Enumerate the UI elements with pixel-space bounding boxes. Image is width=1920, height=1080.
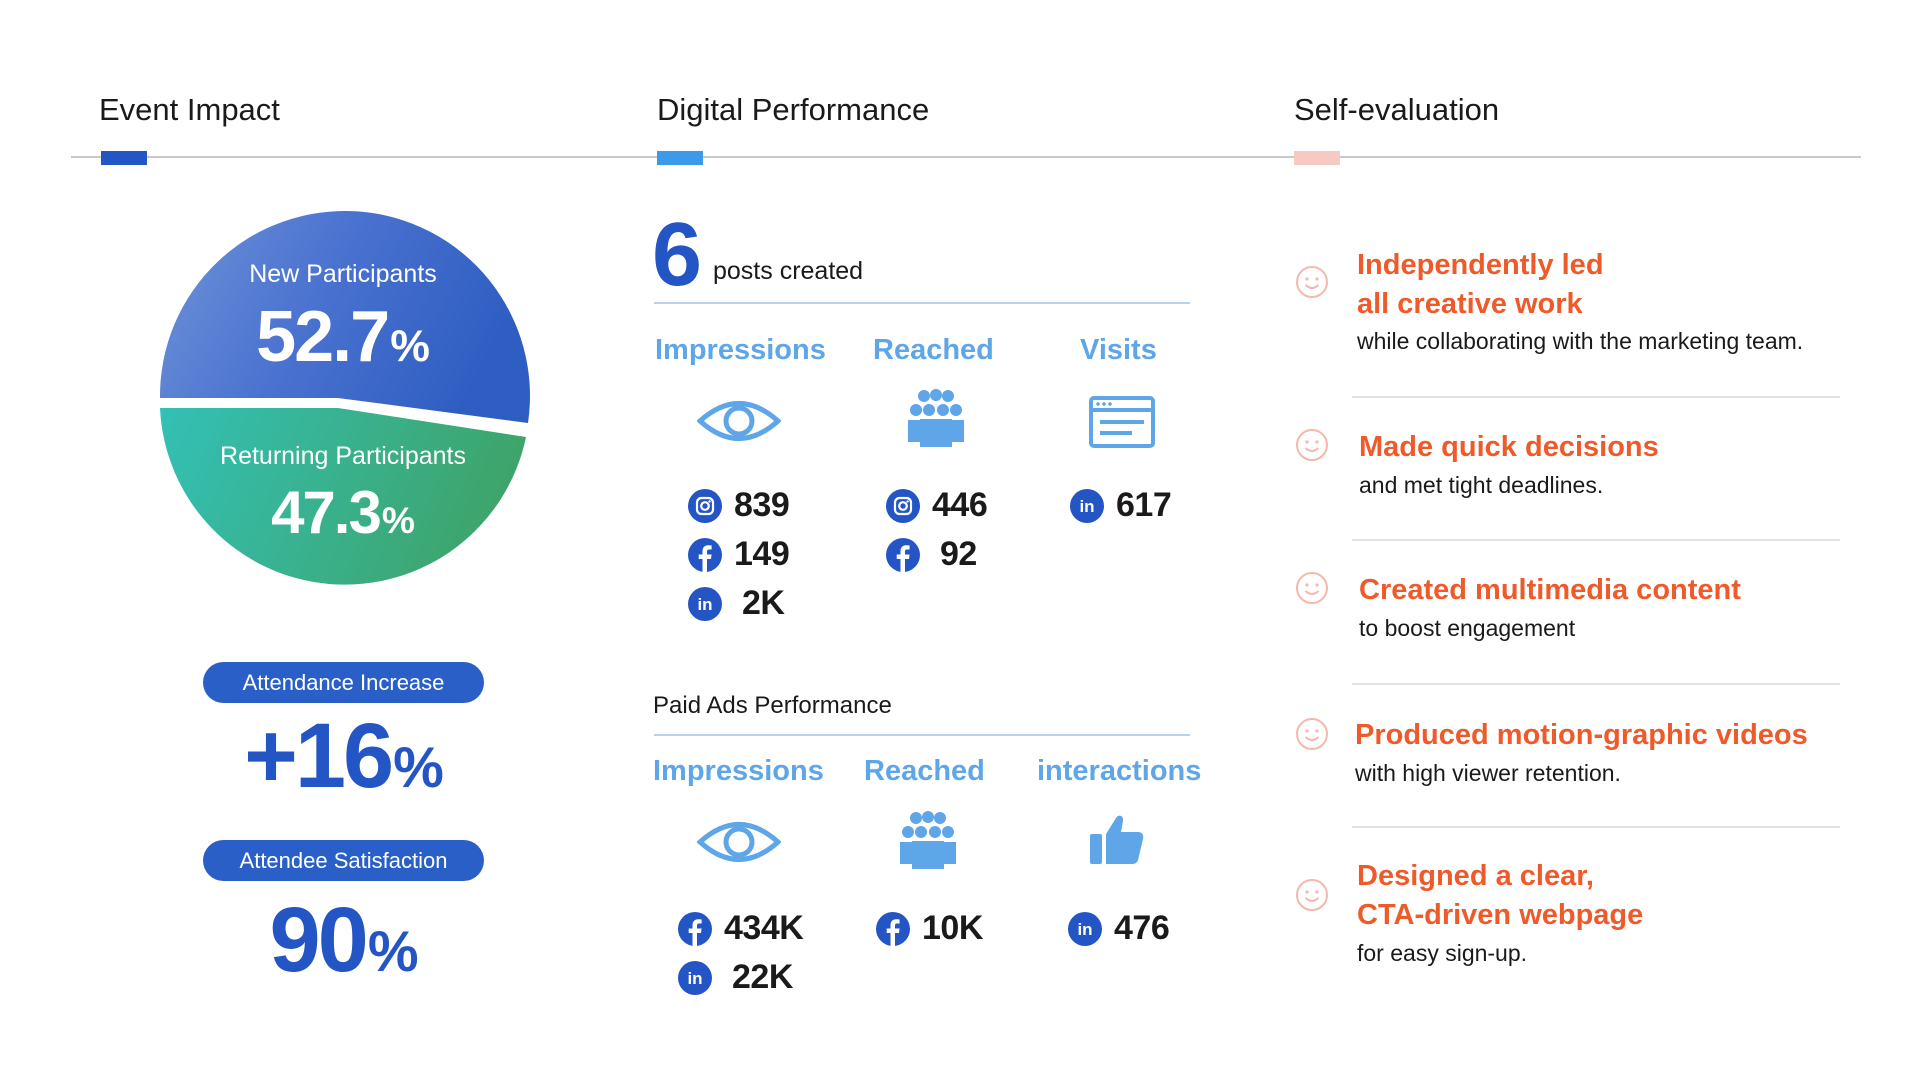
linkedin-icon: in — [678, 960, 712, 995]
new-participants-label: New Participants — [249, 260, 437, 288]
self-eval-4-subtitle: with high viewer retention. — [1355, 760, 1621, 786]
eye-icon — [697, 401, 781, 441]
paid-ads-heading: Paid Ads Performance — [653, 692, 892, 719]
organic-reached-instagram: 446 — [886, 486, 988, 525]
event-impact-heading: Event Impact — [99, 92, 280, 127]
paid-interactions-heading: interactions — [1037, 755, 1202, 787]
linkedin-icon: in — [1068, 911, 1102, 946]
self-eval-3-subtitle: to boost engagement — [1359, 615, 1576, 641]
participants-pie-chart — [159, 210, 530, 585]
paid-reached-heading: Reached — [864, 755, 985, 787]
self-eval-divider — [1352, 396, 1840, 398]
new-participants-value: 52.7% — [256, 297, 430, 377]
self-evaluation-heading: Self-evaluation — [1294, 92, 1500, 127]
attendee-satisfaction-value: 90% — [269, 889, 419, 991]
posts-divider — [654, 302, 1190, 304]
paid-ads-divider — [654, 734, 1190, 736]
paid-impressions-facebook: 434K — [678, 909, 804, 948]
attendance-increase-value: +16% — [244, 705, 444, 807]
returning-participants-label: Returning Participants — [220, 442, 466, 470]
attendee-satisfaction-badge: Attendee Satisfaction — [203, 840, 484, 881]
self-eval-1-subtitle: while collaborating with the marketing t… — [1357, 328, 1804, 354]
smiley-icon — [1296, 266, 1328, 298]
organic-reached-heading: Reached — [873, 334, 994, 366]
self-eval-4-title: Produced motion-graphic videos — [1355, 719, 1808, 751]
eye-icon — [697, 822, 781, 862]
digital-performance-marker — [657, 151, 703, 165]
smiley-icon — [1296, 879, 1328, 911]
people-group-icon — [908, 389, 964, 447]
self-eval-1-title: Independently led all creative work — [1357, 249, 1604, 320]
organic-impressions-facebook: 149 — [688, 535, 790, 574]
paid-reached-facebook: 10K — [876, 909, 983, 948]
organic-reached-facebook: 92 — [886, 535, 977, 574]
organic-impressions-instagram: 839 — [688, 486, 790, 525]
self-eval-divider — [1352, 539, 1840, 541]
self-eval-2-subtitle: and met tight deadlines. — [1359, 472, 1604, 498]
organic-impressions-linkedin: in 2K — [688, 584, 785, 623]
attendance-increase-badge: Attendance Increase — [203, 662, 484, 703]
thumbs-up-icon — [1090, 815, 1144, 864]
linkedin-icon: in — [1070, 488, 1104, 523]
organic-impressions-heading: Impressions — [655, 334, 826, 366]
facebook-icon — [678, 911, 712, 946]
svg-text:in: in — [1077, 920, 1092, 939]
paid-impressions-linkedin: in 22K — [678, 958, 793, 997]
people-group-icon — [900, 811, 956, 869]
self-eval-divider — [1352, 683, 1840, 685]
self-eval-5-subtitle: for easy sign-up. — [1357, 940, 1528, 966]
facebook-icon — [688, 537, 722, 572]
self-eval-divider — [1352, 826, 1840, 828]
paid-interactions-linkedin: in 476 — [1068, 909, 1170, 948]
digital-performance-heading: Digital Performance — [657, 92, 930, 127]
linkedin-icon: in — [688, 586, 722, 621]
posts-label: posts created — [713, 257, 864, 285]
organic-visits-linkedin: in 617 — [1070, 486, 1172, 525]
instagram-icon — [688, 488, 722, 523]
facebook-icon — [876, 911, 910, 946]
smiley-icon — [1296, 572, 1328, 604]
smiley-icon — [1296, 429, 1328, 461]
browser-window-icon — [1089, 396, 1155, 448]
self-eval-5-title: Designed a clear, CTA-driven webpage — [1357, 860, 1644, 931]
posts-count: 6 — [652, 205, 703, 305]
event-impact-marker — [101, 151, 147, 165]
svg-text:in: in — [1079, 497, 1094, 516]
instagram-icon — [886, 488, 920, 523]
self-eval-2-title: Made quick decisions — [1359, 431, 1659, 463]
paid-impressions-heading: Impressions — [653, 755, 824, 787]
pie-slice-returning-participants — [160, 408, 526, 585]
self-eval-3-title: Created multimedia content — [1359, 574, 1741, 606]
self-evaluation-marker — [1294, 151, 1340, 165]
organic-visits-heading: Visits — [1080, 334, 1157, 366]
header-divider — [71, 156, 1861, 158]
pie-slice-new-participants — [159, 210, 530, 423]
svg-text:in: in — [697, 595, 712, 614]
returning-participants-value: 47.3% — [271, 479, 415, 546]
svg-text:in: in — [687, 969, 702, 988]
smiley-icon — [1296, 718, 1328, 750]
facebook-icon — [886, 537, 920, 572]
